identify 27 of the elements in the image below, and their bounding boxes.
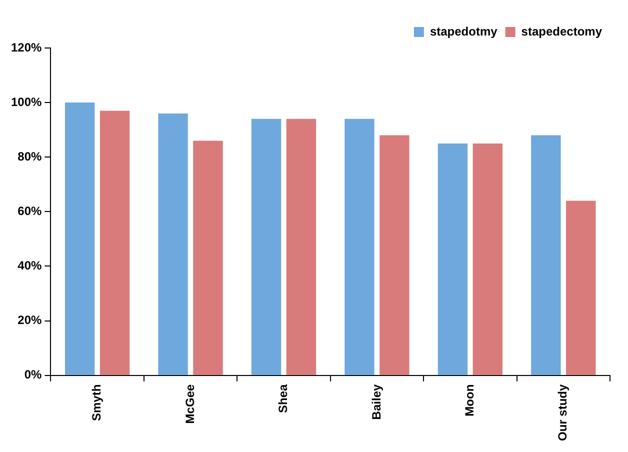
bar — [380, 135, 410, 375]
x-tick-label: Moon — [462, 384, 476, 416]
bar — [64, 102, 95, 375]
x-tick-label: McGee — [182, 384, 197, 424]
y-tick-label: 80% — [18, 149, 42, 164]
bar — [100, 110, 130, 375]
y-tick-label: 100% — [10, 94, 42, 109]
x-tick-label: Our study — [556, 384, 570, 441]
bar — [158, 113, 188, 375]
bar — [193, 140, 223, 375]
bar — [251, 118, 282, 375]
bar — [531, 135, 561, 375]
y-tick-label: 60% — [18, 204, 42, 218]
bar — [438, 143, 468, 375]
x-tick-label: Shea — [276, 384, 290, 414]
bar — [286, 118, 316, 375]
bar — [344, 118, 374, 375]
legend-label: stapedectomy — [521, 24, 602, 38]
x-tick-label: Smyth — [90, 384, 104, 422]
bar — [566, 200, 596, 375]
y-tick-label: 0% — [24, 368, 42, 382]
legend-label: stapedotmy — [430, 24, 498, 38]
x-tick-label: Bailey — [369, 384, 384, 420]
y-tick-label: 20% — [18, 313, 42, 328]
y-tick-label: 120% — [10, 40, 42, 54]
y-tick-label: 40% — [18, 258, 42, 273]
bar — [472, 143, 503, 375]
